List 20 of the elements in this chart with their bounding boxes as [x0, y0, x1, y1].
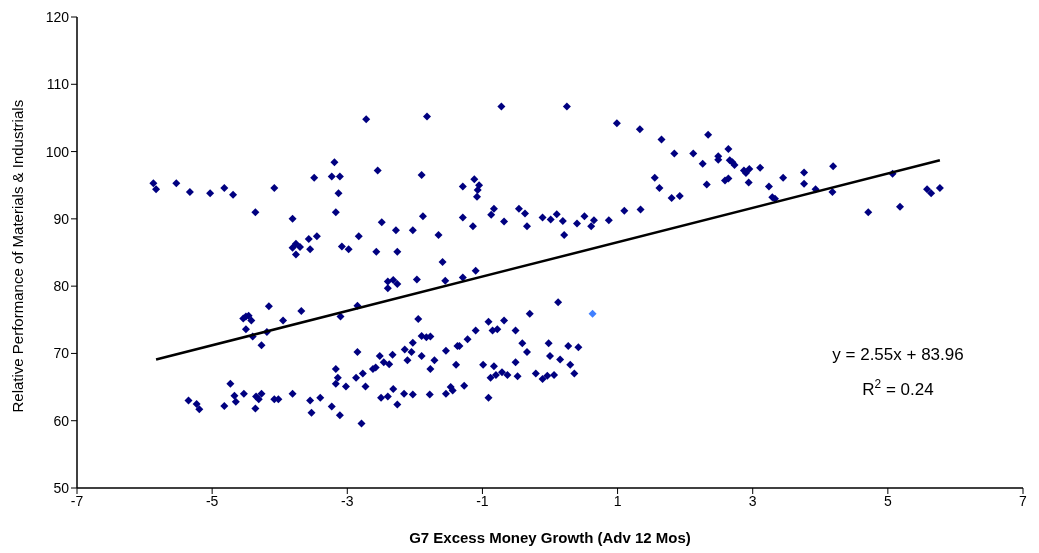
- y-tick-label: 60: [53, 412, 70, 429]
- y-tick-label: 100: [45, 143, 70, 160]
- x-tick-label: -7: [70, 492, 84, 509]
- x-tick-label: 7: [1019, 492, 1028, 509]
- annotation: y = 2.55x + 83.96: [832, 345, 964, 364]
- y-tick-label: 110: [46, 76, 70, 93]
- x-tick-label: -3: [341, 492, 354, 509]
- y-tick-label: 90: [53, 210, 70, 227]
- y-tick-label: 50: [53, 479, 70, 496]
- x-tick-label: -1: [476, 492, 489, 509]
- x-tick-label: 1: [613, 492, 622, 509]
- y-axis-title: Relative Performance of Materials & Industrials: [9, 99, 27, 413]
- x-tick-label: 3: [748, 492, 757, 509]
- annotation: R$^{2}$ = 0.24: [862, 377, 934, 399]
- x-tick-label: 5: [883, 492, 892, 509]
- y-tick-label: 80: [53, 278, 70, 295]
- x-tick-label: -5: [205, 492, 219, 509]
- y-tick-label: 70: [53, 345, 70, 362]
- x-axis-title: G7 Excess Money Growth (Adv 12 Mos): [409, 529, 691, 546]
- y-tick-label: 120: [45, 8, 70, 25]
